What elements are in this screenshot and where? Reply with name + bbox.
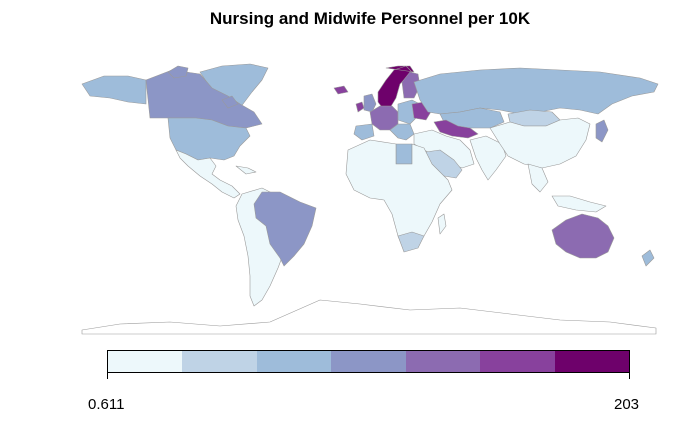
region-brazil	[253, 191, 317, 267]
region-iceland	[333, 85, 349, 95]
legend-tick-max	[629, 373, 630, 379]
legend-swatch-2	[256, 351, 332, 372]
region-mexico-central-america	[175, 149, 241, 199]
legend-swatch-1	[182, 351, 257, 372]
legend-swatch-6	[554, 351, 629, 372]
region-china-east-asia	[489, 117, 591, 169]
region-caribbean	[235, 165, 257, 175]
region-western-europe	[369, 105, 399, 131]
region-africa	[345, 139, 453, 251]
region-japan	[595, 119, 609, 143]
region-russia	[413, 67, 659, 115]
legend-swatch-3	[331, 351, 406, 372]
legend-swatch-5	[480, 351, 555, 372]
region-ireland	[355, 101, 365, 113]
region-libya	[395, 143, 413, 165]
map-title: Nursing and Midwife Personnel per 10K	[209, 9, 531, 28]
region-uk	[363, 93, 377, 113]
legend-swatch-4	[405, 351, 481, 372]
color-legend	[107, 350, 630, 373]
region-canada-islands	[167, 65, 239, 109]
region-south-africa	[397, 231, 425, 253]
region-new-zealand	[641, 249, 655, 267]
region-antarctica	[81, 299, 657, 335]
region-madagascar	[437, 213, 447, 235]
region-australia	[551, 213, 615, 259]
legend-tick-min	[107, 373, 108, 379]
region-south-asia	[469, 135, 507, 181]
region-central-asia	[433, 119, 479, 139]
region-iberia	[353, 123, 375, 141]
legend-max-label: 203	[614, 396, 640, 413]
legend-swatch-0	[108, 351, 183, 372]
legend-min-label: 0.611	[88, 396, 125, 413]
region-alaska	[81, 75, 147, 105]
region-southeast-asia	[527, 163, 607, 213]
